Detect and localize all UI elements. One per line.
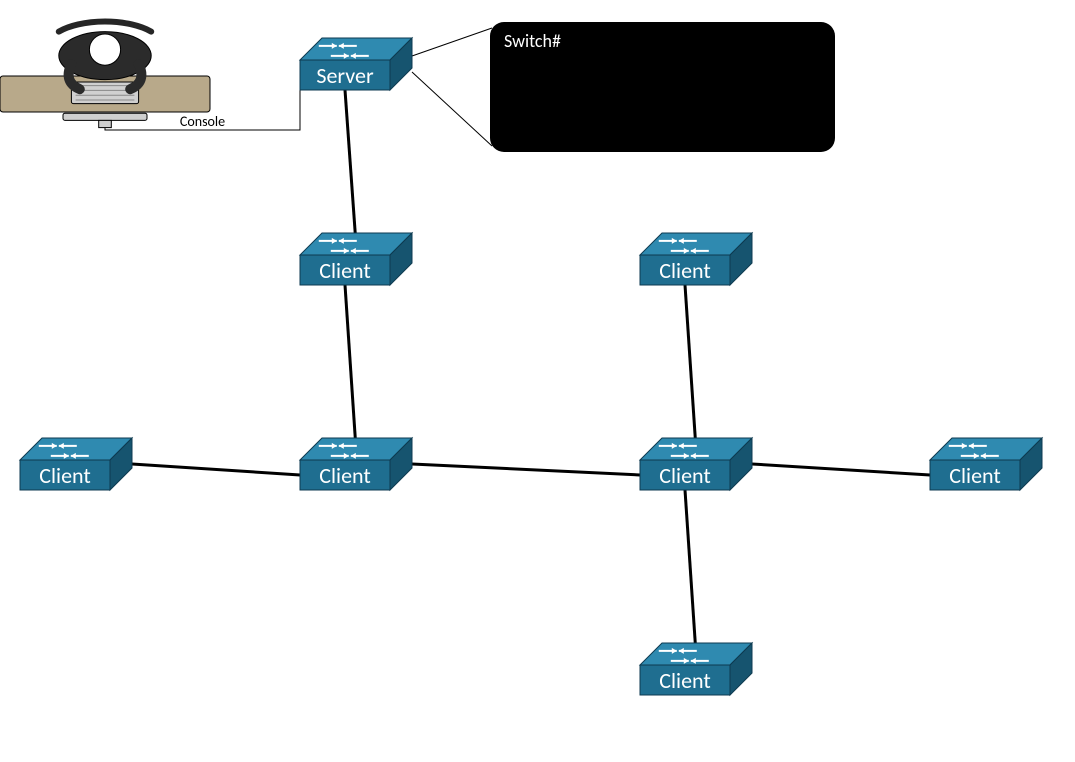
switch-c2: Client	[640, 233, 752, 285]
cli-terminal: Switch#	[490, 22, 835, 152]
console-label: Console	[180, 113, 225, 130]
callout-line	[412, 28, 492, 56]
switch-c4: Client	[300, 438, 412, 490]
switch-label: Client	[949, 462, 1001, 489]
switch-c5: Client	[640, 438, 752, 490]
switch-label: Client	[319, 462, 371, 489]
switch-label: Client	[659, 667, 711, 694]
switch-c6: Client	[930, 438, 1042, 490]
admin-workstation	[0, 22, 210, 128]
network-link	[412, 464, 640, 475]
network-link	[345, 90, 356, 244]
switch-label: Client	[659, 462, 711, 489]
switch-c7: Client	[640, 643, 752, 695]
switch-label: Client	[659, 257, 711, 284]
network-link	[752, 464, 930, 475]
network-link	[132, 464, 300, 475]
switch-label: Client	[39, 462, 91, 489]
network-link	[685, 490, 696, 654]
switch-server: Server	[300, 38, 412, 90]
network-link	[685, 285, 696, 449]
network-link	[345, 285, 356, 449]
cli-prompt: Switch#	[504, 30, 561, 52]
switch-c3: Client	[20, 438, 132, 490]
callout-line	[412, 72, 492, 146]
switch-label: Client	[319, 257, 371, 284]
switch-c1: Client	[300, 233, 412, 285]
switch-label: Server	[316, 62, 374, 89]
